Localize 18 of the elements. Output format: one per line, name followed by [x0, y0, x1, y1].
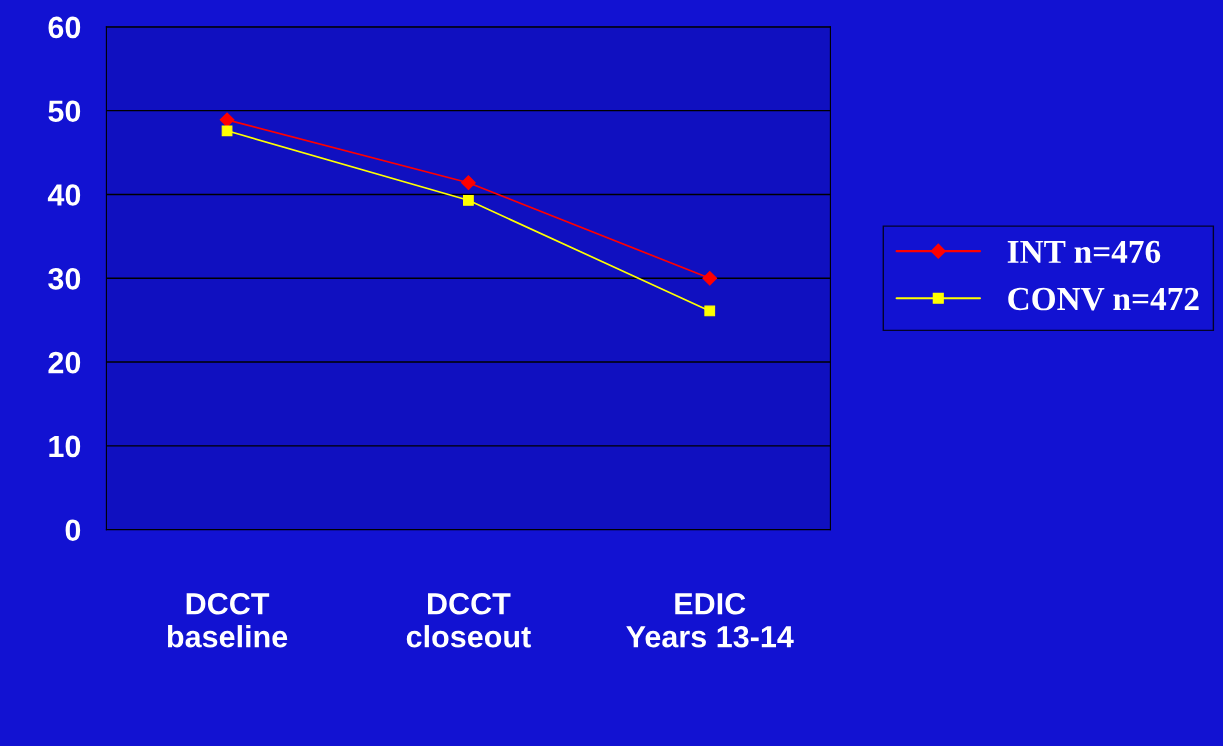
- x-tick-label: DCCT closeout: [406, 592, 531, 648]
- y-tick-label: 10: [49, 435, 81, 458]
- y-tick-label: 50: [48, 100, 81, 123]
- point: [221, 125, 233, 137]
- x-tick-label: EDIC Years 13-14: [626, 592, 794, 648]
- point: [461, 175, 476, 191]
- y-tick-label: 20: [48, 351, 81, 374]
- y-tick-label: 30: [48, 267, 81, 290]
- y-tick-label: 40: [47, 184, 81, 206]
- y-tick-label: 0: [65, 519, 81, 542]
- point: [704, 305, 716, 317]
- y-tick-label: 60: [48, 16, 81, 39]
- point: [219, 112, 235, 128]
- legend-label: INT n=476: [1007, 240, 1161, 264]
- x-tick-label: DCCT baseline: [167, 592, 288, 648]
- legend-label: CONV n=472: [1008, 287, 1199, 311]
- point: [702, 270, 718, 286]
- point: [463, 194, 474, 206]
